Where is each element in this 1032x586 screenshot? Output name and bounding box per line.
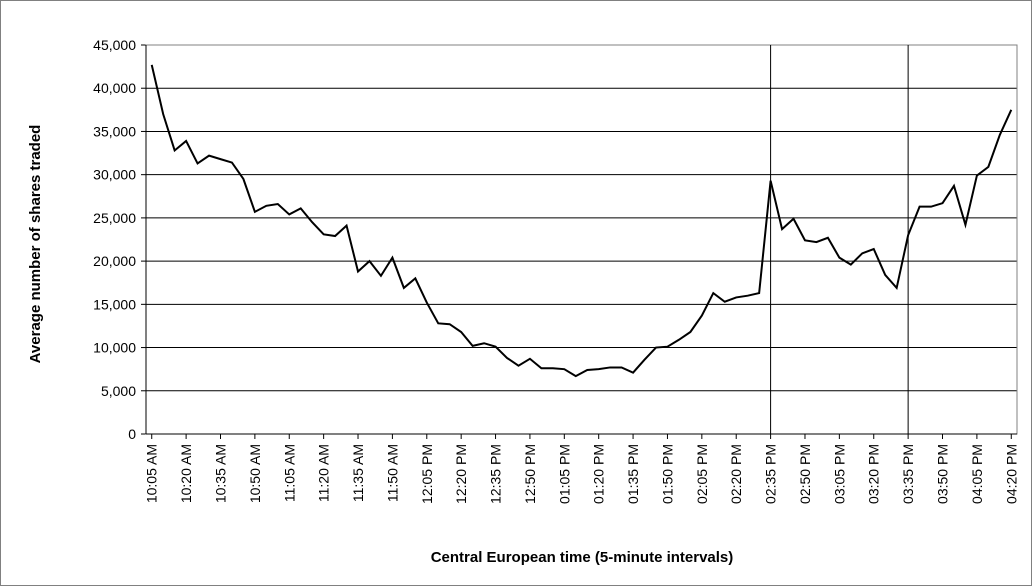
x-tick-label: 11:05 AM	[281, 444, 297, 502]
y-tick-label: 15,000	[93, 296, 136, 312]
series-line	[150, 64, 1013, 378]
x-tick-label: 04:05 PM	[969, 444, 985, 504]
x-tick-label: 10:20 AM	[178, 444, 194, 503]
x-tick-label: 03:05 PM	[831, 444, 847, 504]
y-tick-label: 40,000	[93, 80, 136, 96]
x-tick-label: 01:05 PM	[556, 444, 572, 504]
x-tick-label: 10:35 AM	[212, 444, 228, 503]
x-tick-label: 03:35 PM	[900, 444, 916, 504]
x-tick-label: 02:50 PM	[797, 444, 813, 504]
x-tick-label: 11:35 AM	[350, 444, 366, 502]
x-tick-label: 01:50 PM	[659, 444, 675, 504]
y-tick-label: 0	[128, 426, 136, 442]
y-axis-label: Average number of shares traded	[27, 125, 44, 364]
x-tick-label: 11:20 AM	[316, 444, 332, 502]
y-tick-label: 25,000	[93, 210, 136, 226]
x-tick-label: 02:20 PM	[728, 444, 744, 504]
y-tick-label: 20,000	[93, 253, 136, 269]
x-axis-label: Central European time (5-minute interval…	[431, 549, 734, 566]
x-tick-label: 10:50 AM	[247, 444, 263, 503]
x-tick-label: 12:50 PM	[522, 444, 538, 504]
x-tick-label: 12:35 PM	[488, 444, 504, 504]
x-tick-label: 03:50 PM	[935, 444, 951, 504]
x-tick-label: 01:20 PM	[591, 444, 607, 504]
x-tick-label: 04:20 PM	[1003, 444, 1019, 504]
x-tick-label: 11:50 AM	[384, 444, 400, 502]
x-tick-label: 02:05 PM	[694, 444, 710, 504]
y-tick-label: 35,000	[93, 123, 136, 139]
x-tick-label: 03:20 PM	[866, 444, 882, 504]
x-tick-label: 10:05 AM	[144, 444, 160, 503]
x-tick-label: 02:35 PM	[763, 444, 779, 504]
y-tick-label: 10,000	[93, 340, 136, 356]
y-tick-label: 45,000	[93, 37, 136, 53]
x-tick-label: 12:20 PM	[453, 444, 469, 504]
y-tick-label: 5,000	[101, 383, 136, 399]
x-tick-label: 12:05 PM	[419, 444, 435, 504]
x-tick-label: 01:35 PM	[625, 444, 641, 504]
y-tick-label: 30,000	[93, 167, 136, 183]
